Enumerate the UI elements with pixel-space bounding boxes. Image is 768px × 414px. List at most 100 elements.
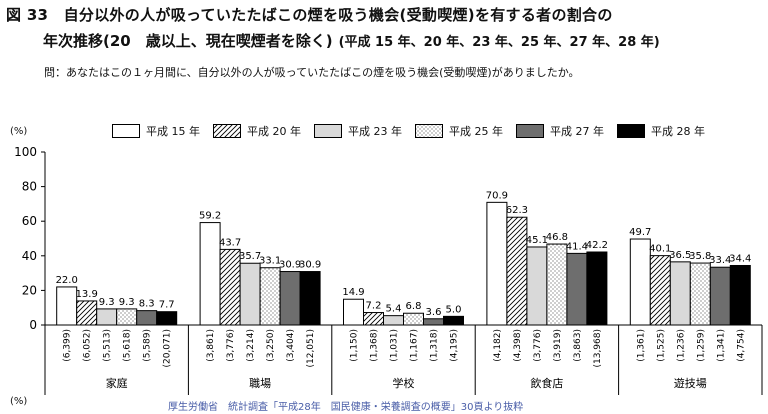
bar: [506, 216, 528, 326]
bar: [279, 271, 301, 326]
legend-swatch-white: [112, 124, 140, 138]
sample-size-label: (5,589): [143, 329, 153, 362]
sample-size-label: (3,404): [286, 329, 296, 362]
y-tick-label: 0: [29, 318, 37, 332]
sample-size-label: (1,341): [716, 329, 726, 362]
sample-size-label: (1,318): [430, 329, 440, 362]
legend-item-h20: 平成 20 年: [213, 123, 301, 139]
bar: [299, 271, 321, 326]
sample-size-label: (3,776): [226, 329, 236, 362]
bar: [116, 308, 138, 326]
y-tick-label: 100: [14, 145, 37, 159]
survey-question: 問：あなたはこの１ヶ月間に、自分以外の人が吸っていたたばこの煙を吸う機会(受動喫…: [44, 66, 580, 79]
sample-size-label: (3,214): [246, 329, 256, 362]
bar: [629, 238, 651, 326]
bar: [343, 298, 364, 326]
sample-size-label: (3,250): [266, 329, 276, 362]
bar-value-label: 41.4: [566, 241, 588, 252]
sample-size-label: (1,236): [676, 329, 686, 362]
bar-value-label: 35.8: [689, 251, 711, 262]
bar-value-label: 35.7: [239, 251, 261, 262]
bar: [76, 300, 98, 326]
sample-size-label: (3,776): [533, 329, 543, 362]
sample-size-label: (6,052): [83, 329, 93, 362]
bar-value-label: 9.3: [99, 297, 115, 308]
sample-size-label: (6,399): [63, 329, 73, 362]
legend-label: 平成 28 年: [651, 125, 705, 138]
category-label: 飲食店: [530, 376, 563, 390]
y-tick-label: 20: [22, 283, 37, 297]
legend-item-h15: 平成 15 年: [112, 123, 200, 139]
bar: [56, 286, 78, 326]
bar: [689, 262, 711, 326]
bar-value-label: 46.8: [546, 232, 568, 243]
subtitle-main: 年次推移(20 歳以上、現在喫煙者を除く): [43, 32, 333, 50]
bar: [136, 310, 158, 326]
y-tick-label: 80: [22, 180, 37, 194]
sample-size-label: (1,368): [370, 329, 380, 362]
bar-value-label: 33.4: [709, 255, 731, 266]
bar: [486, 201, 508, 326]
bar: [239, 262, 261, 326]
bar-value-label: 62.3: [506, 205, 528, 216]
bar-value-label: 5.0: [446, 304, 462, 315]
bar: [199, 222, 221, 326]
legend-label: 平成 15 年: [146, 125, 200, 138]
legend-swatch-hatch: [213, 124, 241, 138]
legend-swatch-dots: [415, 124, 443, 138]
legend-label: 平成 27 年: [550, 125, 604, 138]
legend-item-h23: 平成 23 年: [314, 123, 402, 139]
sample-size-label: (3,919): [553, 329, 563, 362]
sample-size-label: (13,968): [593, 329, 603, 368]
bar-value-label: 7.7: [159, 300, 175, 311]
bar-value-label: 70.9: [486, 190, 508, 201]
bar-value-label: 34.4: [729, 253, 751, 264]
legend-item-h27: 平成 27 年: [516, 123, 604, 139]
sample-size-label: (4,398): [513, 329, 523, 362]
legend-label: 平成 25 年: [449, 125, 503, 138]
bar: [586, 251, 608, 326]
bar: [219, 248, 241, 326]
legend-label: 平成 20 年: [247, 125, 301, 138]
sample-size-label: (1,259): [696, 329, 706, 362]
subtitle-years: (平成 15 年、20 年、23 年、25 年、27 年、28 年): [338, 35, 660, 50]
sample-size-label: (20,071): [163, 329, 173, 368]
sample-size-label: (1,361): [636, 329, 646, 362]
legend-label: 平成 23 年: [348, 125, 402, 138]
category-label: 職場: [249, 377, 271, 390]
bar: [259, 267, 281, 326]
legend-item-h28: 平成 28 年: [617, 123, 705, 139]
bar: [443, 315, 464, 326]
sample-size-label: (5,513): [103, 329, 113, 362]
sample-size-label: (12,051): [306, 329, 316, 368]
bar: [423, 318, 444, 326]
sample-size-label: (1,525): [656, 329, 666, 362]
y-axis-unit-label: (%): [10, 126, 28, 137]
sample-size-label: (4,182): [493, 329, 503, 362]
sample-size-label: (1,150): [350, 329, 360, 362]
bar-value-label: 5.4: [386, 304, 402, 315]
bar: [526, 246, 548, 326]
bar-value-label: 49.7: [629, 227, 651, 238]
y-tick-label: 40: [22, 249, 37, 263]
bar-value-label: 6.8: [406, 301, 422, 312]
bar: [383, 315, 404, 326]
sample-size-label: (4,754): [736, 329, 746, 362]
bar: [96, 308, 118, 326]
legend-swatch-darkgray: [516, 124, 544, 138]
bar-value-label: 3.6: [426, 307, 442, 318]
legend-swatch-black: [617, 124, 645, 138]
figure-subtitle: 年次推移(20 歳以上、現在喫煙者を除く) (平成 15 年、20 年、23 年、…: [43, 30, 660, 51]
bar-value-label: 9.3: [119, 297, 135, 308]
legend: 平成 15 年 平成 20 年 平成 23 年 平成 25 年 平成 27 年 …: [112, 122, 718, 140]
bar: [403, 312, 424, 326]
source-note: 厚生労働省 統計調査「平成28年 国民健康・栄養調査の概要」30頁より抜粋: [168, 402, 524, 413]
bar: [669, 261, 691, 326]
bar-value-label: 33.1: [259, 256, 281, 267]
sample-size-label: (1,167): [410, 329, 420, 362]
bar: [363, 312, 384, 326]
bar-value-label: 40.1: [649, 244, 671, 255]
sample-size-label: (3,861): [206, 329, 216, 362]
category-label: 遊技場: [674, 376, 707, 390]
